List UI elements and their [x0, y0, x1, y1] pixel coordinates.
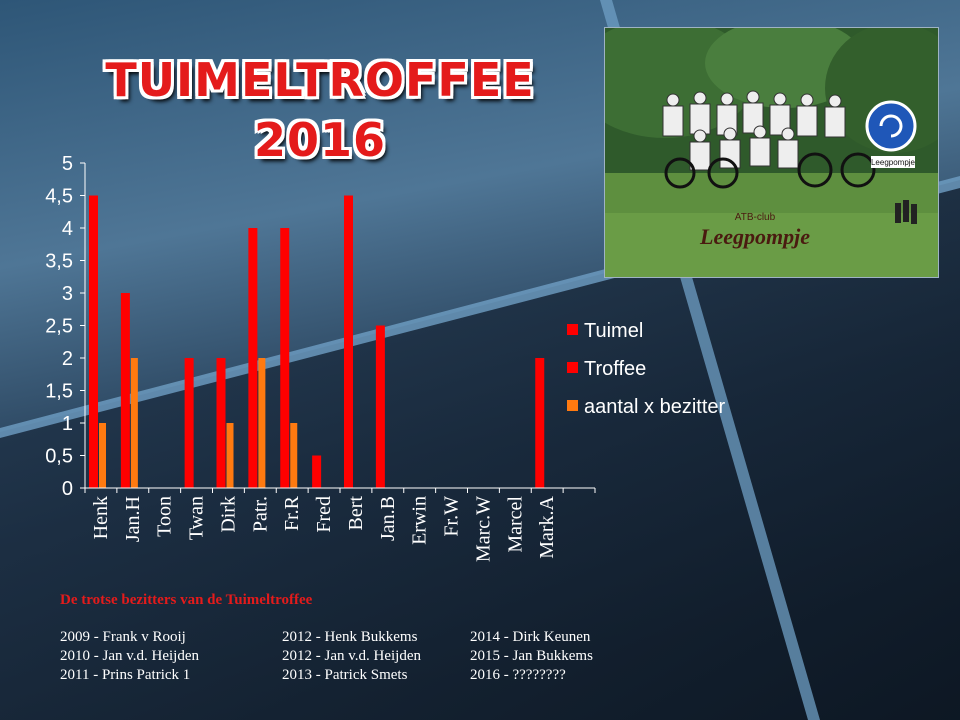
- x-axis-ticks: Henk Jan.H Toon Twan Dirk Patr. Fr.R Fred Bert Ja…: [84, 488, 596, 562]
- legend-swatch-tuimel: [567, 324, 578, 335]
- x-tick-label: Patr.: [249, 496, 271, 532]
- bar-tuimel-frr: [280, 228, 290, 488]
- holders-row: 2009 - Frank v Rooij 2012 - Henk Bukkems…: [60, 629, 660, 648]
- bar-tuimel-dirk: [216, 358, 226, 488]
- holder-entry: 2012 - Jan v.d. Heijden: [282, 648, 421, 664]
- holder-entry: 2015 - Jan Bukkems: [470, 648, 593, 664]
- x-tick-label: Twan: [186, 496, 208, 540]
- y-tick-label: 3,5: [45, 251, 73, 273]
- team-photo: Leegpompje ATB-club Leegpompje: [604, 27, 939, 278]
- y-tick-label: 1,5: [45, 381, 73, 403]
- bar-tuimel-fred: [312, 455, 322, 488]
- x-tick-label: Jan.B: [377, 496, 399, 541]
- x-tick-label: Fr.W: [441, 496, 463, 537]
- x-tick-label: Henk: [90, 496, 112, 539]
- y-tick-label: 1: [62, 413, 73, 435]
- y-tick-label: 3: [62, 283, 73, 305]
- x-tick-label: Marc.W: [472, 496, 494, 562]
- x-tick-label: Fred: [313, 496, 335, 533]
- legend-item-troffee: Troffee: [567, 358, 646, 384]
- y-tick-label: 4: [62, 218, 73, 240]
- bar-aantal-x-bezitter-dirk: [226, 423, 234, 488]
- legend-label-troffee: Troffee: [584, 358, 647, 380]
- photo-banner-small: ATB-club: [735, 212, 776, 223]
- bar-aantal-x-bezitter-patr: [258, 358, 266, 488]
- holder-entry: 2009 - Frank v Rooij: [60, 629, 186, 645]
- holder-entry: 2010 - Jan v.d. Heijden: [60, 648, 199, 664]
- x-tick-label: Jan.H: [122, 496, 144, 542]
- x-tick-label: Erwin: [409, 496, 431, 545]
- y-tick-label: 2,5: [45, 316, 73, 338]
- team-photo-image: Leegpompje ATB-club Leegpompje: [605, 28, 938, 277]
- legend-swatch-troffee: [567, 362, 578, 373]
- bar-tuimel-marka: [535, 358, 545, 488]
- x-tick-label: Dirk: [217, 496, 239, 533]
- bars: [89, 195, 545, 488]
- photo-sign-text: Leegpompje: [871, 158, 916, 167]
- legend-item-bezitter: aantal x bezitter: [567, 396, 725, 422]
- holders-row: 2011 - Prins Patrick 1 2013 - Patrick Sm…: [60, 667, 660, 686]
- y-tick-label: 0,5: [45, 446, 73, 468]
- legend-label-bezitter: aantal x bezitter: [584, 396, 726, 418]
- x-tick-label: Mark.A: [536, 495, 558, 558]
- legend-item-tuimel: Tuimel: [567, 320, 643, 346]
- bar-tuimel-twan: [184, 358, 194, 488]
- x-tick-label: Toon: [154, 496, 176, 537]
- y-tick-label: 4,5: [45, 186, 73, 208]
- bar-tuimel-janb: [375, 325, 385, 488]
- bar-aantal-x-bezitter-janh: [130, 358, 138, 488]
- holders-section: De trotse bezitters van de Tuimeltroffee…: [60, 592, 660, 686]
- holders-row: 2010 - Jan v.d. Heijden 2012 - Jan v.d. …: [60, 648, 660, 667]
- bar-tuimel-janh: [120, 293, 130, 488]
- bar-aantal-x-bezitter-henk: [99, 423, 106, 488]
- y-tick-label: 0: [62, 478, 73, 500]
- bar-tuimel-bert: [344, 195, 353, 488]
- title-line-1: TUIMELTROFFEE: [105, 53, 535, 107]
- title-line-2: 2016: [253, 113, 387, 167]
- holders-title: De trotse bezitters van de Tuimeltroffee: [60, 592, 313, 608]
- holder-entry: 2011 - Prins Patrick 1: [60, 667, 191, 683]
- x-tick-label: Bert: [345, 496, 367, 531]
- legend-label-tuimel: Tuimel: [584, 320, 644, 342]
- bar-tuimel-henk: [89, 195, 98, 488]
- y-axis-ticks: 0 0,5 1 1,5 2 2,5 3 3,5 4 4,5 5: [45, 153, 85, 500]
- holder-entry: 2012 - Henk Bukkems: [282, 629, 418, 645]
- holder-entry: 2014 - Dirk Keunen: [470, 629, 591, 645]
- holder-entry: 2013 - Patrick Smets: [282, 667, 408, 683]
- slide-title: TUIMELTROFFEE 2016: [60, 50, 580, 170]
- bar-aantal-x-bezitter-frr: [290, 423, 298, 488]
- bar-tuimel-patr: [248, 228, 258, 488]
- y-tick-label: 5: [62, 153, 73, 175]
- photo-banner-main: Leegpompje: [699, 224, 810, 249]
- legend-swatch-bezitter: [567, 400, 578, 411]
- holder-entry: 2016 - ????????: [470, 667, 566, 683]
- x-tick-label: Marcel: [504, 496, 526, 553]
- x-tick-label: Fr.R: [281, 495, 303, 531]
- y-tick-label: 2: [62, 348, 73, 370]
